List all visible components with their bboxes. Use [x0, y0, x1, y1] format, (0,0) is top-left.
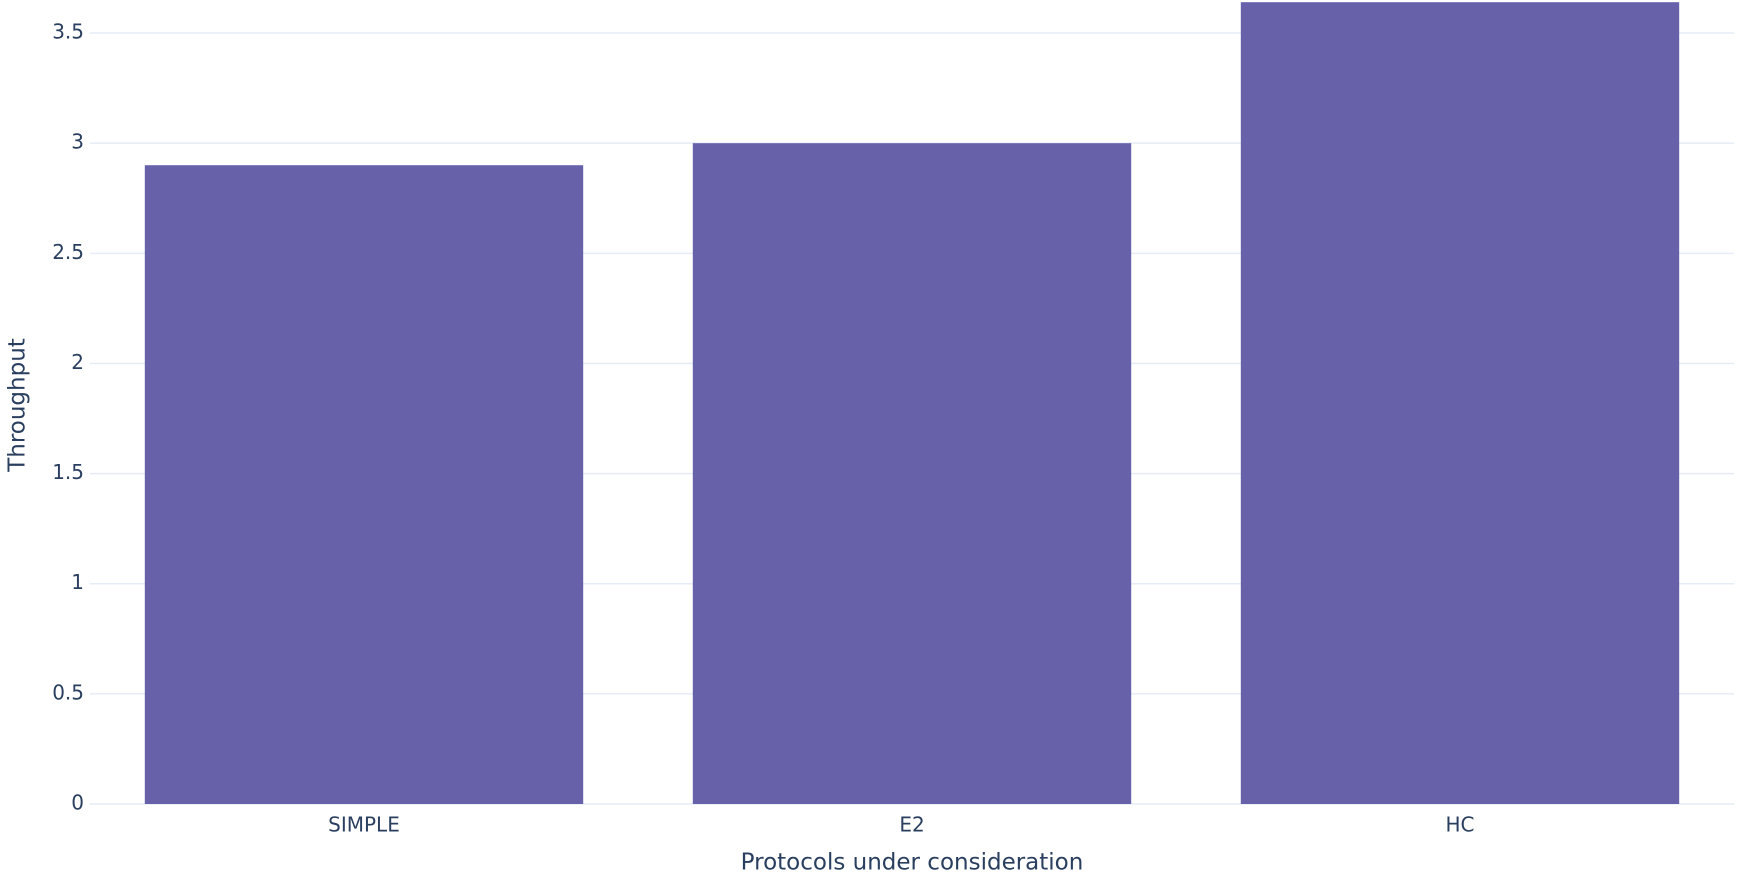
- y-tick-label: 1.5: [52, 460, 84, 484]
- x-tick-label: E2: [899, 813, 924, 837]
- x-tick-label: HC: [1445, 813, 1474, 837]
- y-axis-title: Throughput: [5, 338, 31, 473]
- bar: [1240, 2, 1680, 804]
- x-axis-title: Protocols under consideration: [741, 850, 1084, 876]
- bar: [692, 143, 1132, 804]
- x-tick-label: SIMPLE: [328, 813, 400, 837]
- y-tick-label: 0: [71, 791, 84, 815]
- y-tick-label: 3: [71, 130, 84, 154]
- y-tick-label: 2: [71, 350, 84, 374]
- bar: [144, 165, 584, 805]
- y-tick-label: 1: [71, 570, 84, 594]
- y-tick-label: 3.5: [52, 20, 84, 44]
- y-tick-label: 0.5: [52, 680, 84, 704]
- y-tick-label: 2.5: [52, 240, 84, 264]
